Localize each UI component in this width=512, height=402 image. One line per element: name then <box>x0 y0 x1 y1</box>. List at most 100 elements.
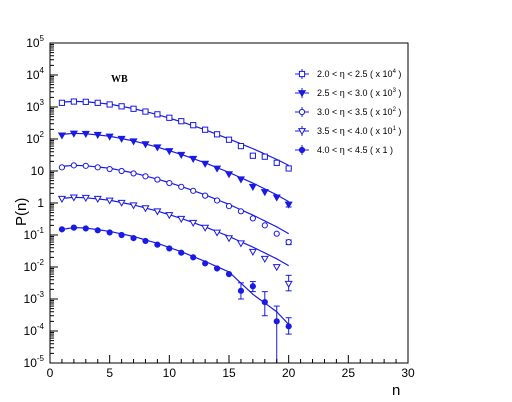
data-point <box>261 153 268 160</box>
data-point <box>248 183 257 192</box>
data-point <box>94 227 101 234</box>
legend-marker <box>297 128 307 136</box>
data-point <box>248 248 257 256</box>
data-point <box>153 144 162 152</box>
data-point <box>272 194 281 202</box>
data-point <box>129 138 138 146</box>
y-tick-label: 10-5 <box>24 354 45 370</box>
data-point <box>106 229 113 236</box>
y-tick-label: 1 <box>37 196 44 210</box>
data-point <box>130 105 137 112</box>
data-point <box>201 160 210 168</box>
data-point <box>141 205 150 213</box>
legend-marker <box>297 90 307 98</box>
data-point <box>224 235 234 243</box>
data-point <box>284 280 293 288</box>
data-point <box>225 203 233 210</box>
data-point <box>117 135 126 143</box>
data-point <box>118 231 125 239</box>
data-point <box>58 226 66 233</box>
legend: 2.0 < η < 2.5 ( x 104 ) 2.5 < η < 3.0 ( x… <box>295 69 401 155</box>
data-point <box>82 98 89 105</box>
data-point <box>237 287 245 294</box>
data-point <box>129 202 138 210</box>
data-point <box>93 195 102 204</box>
data-point <box>260 189 269 197</box>
data-point <box>105 133 114 141</box>
legend-label: 3.0 < η < 3.5 ( x 102 ) <box>317 107 401 117</box>
data-point <box>272 264 281 272</box>
data-point <box>81 130 90 139</box>
data-point <box>130 235 137 242</box>
data-point <box>189 219 198 228</box>
legend-label: 3.5 < η < 4.0 ( x 101 ) <box>317 126 401 136</box>
data-point <box>225 270 233 278</box>
data-point <box>178 118 185 125</box>
data-point <box>213 197 221 204</box>
data-point <box>93 131 102 140</box>
data-point <box>177 215 186 224</box>
data-point <box>58 99 66 106</box>
legend-label: 2.0 < η < 2.5 ( x 104 ) <box>317 69 401 79</box>
x-tick-label: 30 <box>401 366 415 380</box>
y-tick-label: 102 <box>26 130 44 146</box>
data-point <box>141 141 150 149</box>
data-point <box>106 165 113 173</box>
data-point <box>69 194 78 202</box>
data-point <box>249 152 256 159</box>
data-point <box>273 159 280 166</box>
data-point <box>285 165 292 172</box>
data-points <box>57 98 293 330</box>
data-point <box>118 103 125 110</box>
data-point <box>213 131 221 138</box>
data-point <box>249 283 256 290</box>
data-point <box>213 265 221 272</box>
x-tick-label: 20 <box>282 366 296 380</box>
y-tick-label: 103 <box>26 98 44 114</box>
x-tick-label: 0 <box>47 366 54 380</box>
data-point <box>190 254 197 261</box>
data-point <box>190 187 197 194</box>
data-point <box>153 208 162 216</box>
legend-marker <box>298 70 306 78</box>
data-point <box>57 132 66 140</box>
data-point <box>165 148 174 156</box>
data-point <box>273 230 280 237</box>
data-point <box>178 183 185 190</box>
data-point <box>249 215 256 222</box>
data-point <box>224 171 234 179</box>
data-point <box>237 142 245 150</box>
data-point <box>237 208 245 215</box>
y-tick-label: 10-3 <box>24 290 45 306</box>
data-point <box>177 151 186 160</box>
data-point <box>70 224 77 231</box>
y-tick-label: 105 <box>26 34 44 50</box>
data-point <box>225 136 233 143</box>
data-point <box>130 170 137 177</box>
data-point <box>117 199 126 207</box>
data-point <box>69 130 78 138</box>
data-point <box>118 167 125 175</box>
x-axis: 0 5 10 15 20 25 30 <box>47 355 415 380</box>
data-point <box>189 155 198 164</box>
data-point <box>201 224 210 232</box>
data-point <box>82 225 89 232</box>
data-point <box>236 176 245 184</box>
data-point <box>213 165 222 173</box>
data-point <box>94 164 101 171</box>
data-point <box>273 318 280 325</box>
data-point <box>70 162 77 169</box>
x-tick-label: 10 <box>163 366 177 380</box>
data-point <box>202 260 209 267</box>
data-point <box>154 111 161 118</box>
data-point <box>154 176 161 183</box>
data-point <box>261 299 268 306</box>
data-point <box>105 197 114 205</box>
data-point <box>165 212 174 220</box>
data-point <box>142 237 149 245</box>
y-tick-label: 104 <box>26 66 44 82</box>
data-point <box>58 164 66 171</box>
